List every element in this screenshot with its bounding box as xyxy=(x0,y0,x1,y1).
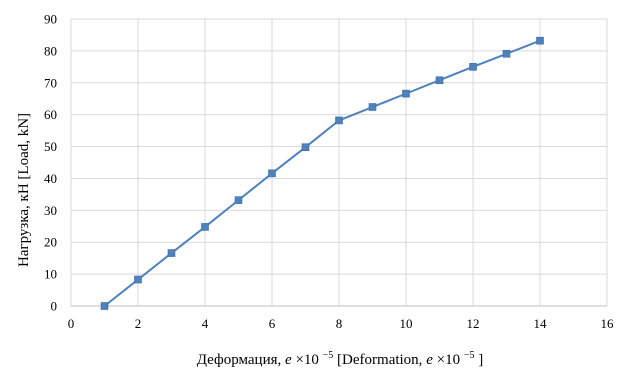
data-point xyxy=(536,36,544,45)
data-point xyxy=(134,275,142,284)
data-point xyxy=(368,103,377,111)
data-point xyxy=(268,169,276,178)
x-tick-label: 6 xyxy=(269,316,276,331)
data-point xyxy=(201,223,209,231)
x-axis-title-prefix: Деформация, xyxy=(197,352,285,368)
x-axis-title-sup2: −5 xyxy=(464,350,475,361)
data-point xyxy=(234,196,243,204)
data-point xyxy=(335,116,343,125)
x-axis-title-sup1: −5 xyxy=(323,350,334,361)
x-tick-label: 10 xyxy=(400,316,413,331)
x-tick-label: 14 xyxy=(534,316,548,331)
y-tick-label: 50 xyxy=(44,139,57,154)
data-point xyxy=(402,89,410,98)
x-tick-label: 12 xyxy=(467,316,480,331)
x-axis-title-suffix: ] xyxy=(478,352,483,368)
y-tick-labels: 0 10 20 30 40 50 60 70 80 90 xyxy=(44,12,57,314)
data-point xyxy=(502,49,511,58)
y-tick-label: 90 xyxy=(44,12,57,27)
data-point xyxy=(469,63,477,71)
x-tick-label: 16 xyxy=(601,316,615,331)
y-tick-label: 30 xyxy=(44,203,57,218)
data-point xyxy=(301,143,310,151)
x-tick-label: 8 xyxy=(336,316,343,331)
x-tick-label: 0 xyxy=(68,316,75,331)
y-tick-label: 60 xyxy=(44,107,57,122)
x-tick-label: 4 xyxy=(202,316,209,331)
y-tick-label: 0 xyxy=(51,299,58,314)
data-point xyxy=(435,76,444,85)
y-tick-label: 70 xyxy=(44,75,57,90)
x-axis-title-mid2: [Deformation, xyxy=(337,352,426,368)
y-tick-label: 20 xyxy=(44,235,57,250)
x-tick-label: 2 xyxy=(135,316,142,331)
y-tick-label: 40 xyxy=(44,171,57,186)
x-tick-labels: 0 2 4 6 8 10 12 14 16 xyxy=(68,316,614,331)
data-point xyxy=(167,249,176,257)
series-line xyxy=(103,39,541,307)
data-point xyxy=(100,302,109,310)
y-tick-label: 10 xyxy=(44,267,57,282)
y-axis-title: Нагрузка, кН [Load, kN] xyxy=(16,113,32,267)
y-tick-label: 80 xyxy=(44,43,57,58)
series xyxy=(100,36,544,310)
x-axis-title-mid3: ×10 xyxy=(437,352,460,368)
x-axis-title-var1: e xyxy=(285,352,292,368)
x-gridlines xyxy=(70,19,608,306)
x-axis-title-var2: e xyxy=(426,352,433,368)
x-axis-title: Деформация, e ×10 −5 [Deformation, e ×10… xyxy=(197,346,483,368)
x-axis-title-mid1: ×10 xyxy=(295,352,318,368)
